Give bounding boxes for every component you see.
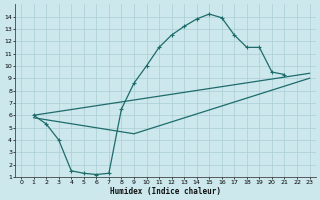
X-axis label: Humidex (Indice chaleur): Humidex (Indice chaleur) xyxy=(110,187,221,196)
